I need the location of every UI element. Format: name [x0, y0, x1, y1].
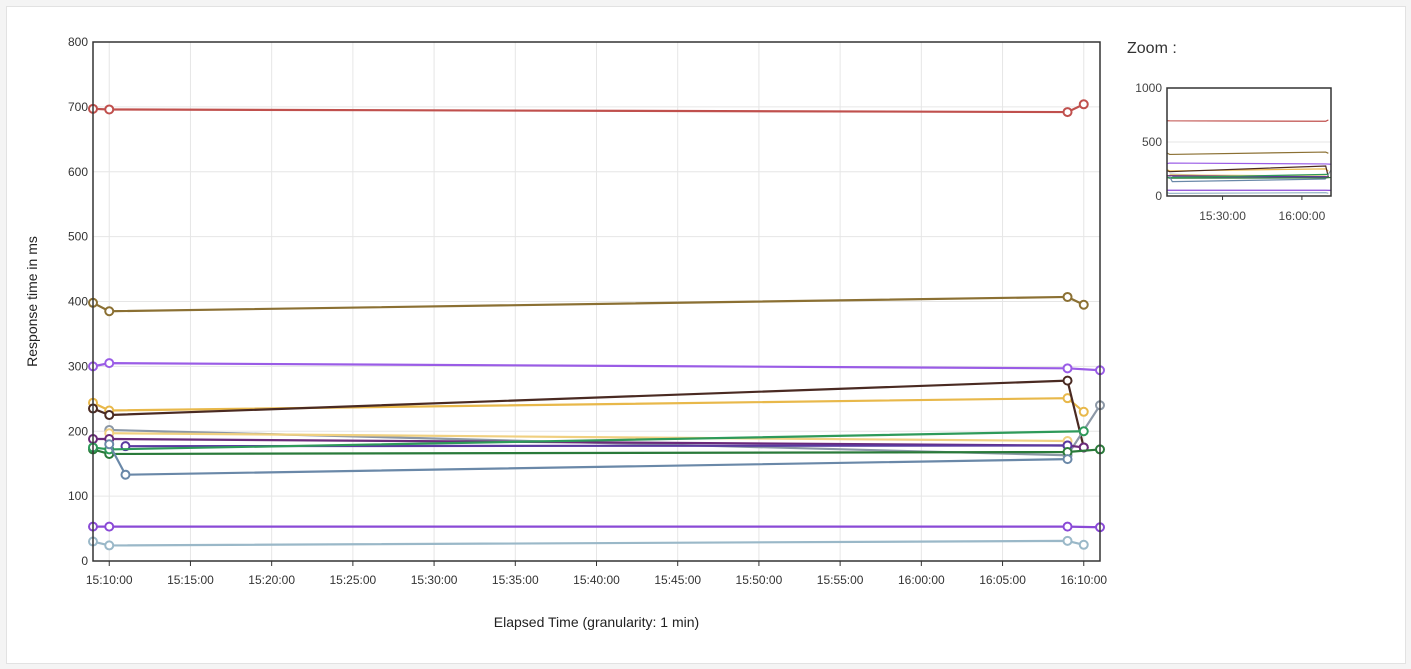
- x-tick-label: 15:35:00: [492, 573, 539, 587]
- series-13[interactable]: [88, 535, 1089, 551]
- y-axis-ticks: 0 100 200 300 400 500 600 700 800: [68, 35, 88, 568]
- y-tick-label: 300: [68, 359, 88, 373]
- data-point[interactable]: [1062, 521, 1073, 532]
- zoom-series-1: [1166, 151, 1329, 156]
- zoom-y-tick-label: 500: [1142, 135, 1162, 149]
- data-point[interactable]: [104, 521, 115, 532]
- x-tick-label: 15:45:00: [654, 573, 701, 587]
- y-axis-title: Response time in ms: [24, 236, 40, 367]
- data-point[interactable]: [1078, 99, 1089, 110]
- zoom-y-ticks: 0 500 1000: [1135, 81, 1162, 203]
- x-tick-label: 15:50:00: [736, 573, 783, 587]
- data-point[interactable]: [1062, 291, 1073, 302]
- data-point[interactable]: [1062, 107, 1073, 118]
- series-line: [92, 397, 1085, 413]
- series-line: [109, 404, 1101, 457]
- data-point[interactable]: [1078, 299, 1089, 310]
- data-point[interactable]: [1078, 406, 1089, 417]
- zoom-series-11: [1169, 176, 1326, 183]
- data-point[interactable]: [1062, 363, 1073, 374]
- series-line: [92, 379, 1085, 448]
- x-axis-title: Elapsed Time (granularity: 1 min): [494, 614, 699, 630]
- x-tick-label: 15:40:00: [573, 573, 620, 587]
- data-point[interactable]: [104, 104, 115, 115]
- x-tick-label: 16:10:00: [1060, 573, 1107, 587]
- x-tick-label: 15:20:00: [248, 573, 295, 587]
- grid-lines: [93, 41, 1100, 562]
- y-tick-label: 500: [68, 230, 88, 244]
- data-point[interactable]: [104, 306, 115, 317]
- y-tick-label: 0: [81, 554, 88, 568]
- series-1[interactable]: [88, 291, 1089, 317]
- series-line: [92, 362, 1101, 372]
- data-point[interactable]: [1078, 539, 1089, 550]
- x-tick-label: 15:25:00: [330, 573, 377, 587]
- zoom-series-4: [1166, 165, 1329, 178]
- series-11[interactable]: [104, 439, 1073, 480]
- x-axis-ticks: 15:10:00 15:15:00 15:20:00 15:25:00 15:30:00…: [86, 561, 1107, 587]
- series-line: [109, 432, 1068, 443]
- zoom-navigator[interactable]: [1166, 87, 1332, 197]
- data-point[interactable]: [104, 410, 115, 421]
- data-point[interactable]: [104, 540, 115, 551]
- x-tick-label: 15:10:00: [86, 573, 133, 587]
- zoom-title: Zoom :: [1127, 40, 1177, 57]
- zoom-series-2: [1166, 162, 1332, 165]
- series-line: [92, 539, 1085, 547]
- y-tick-label: 100: [68, 489, 88, 503]
- series-line: [108, 443, 1068, 476]
- data-point[interactable]: [120, 469, 131, 480]
- series-line: [92, 295, 1085, 313]
- data-point[interactable]: [1078, 426, 1089, 437]
- chart-panel: [6, 6, 1406, 664]
- data-point[interactable]: [104, 358, 115, 369]
- series-line: [92, 103, 1085, 114]
- x-tick-label: 16:00:00: [898, 573, 945, 587]
- zoom-x-ticks: 15:30:00 16:00:00: [1199, 196, 1326, 223]
- zoom-series-layer: [1166, 119, 1332, 195]
- y-tick-label: 200: [68, 424, 88, 438]
- zoom-y-tick-label: 0: [1155, 189, 1162, 203]
- x-tick-label: 16:05:00: [979, 573, 1026, 587]
- zoom-x-tick-label: 16:00:00: [1279, 209, 1326, 223]
- zoom-y-tick-label: 1000: [1135, 81, 1162, 95]
- y-tick-label: 800: [68, 35, 88, 49]
- data-point[interactable]: [104, 439, 115, 450]
- data-point[interactable]: [1062, 454, 1073, 465]
- series-line: [92, 448, 1101, 456]
- y-tick-label: 700: [68, 100, 88, 114]
- x-tick-label: 15:15:00: [167, 573, 214, 587]
- x-tick-label: 15:55:00: [817, 573, 864, 587]
- data-point[interactable]: [1062, 375, 1073, 386]
- zoom-series-13: [1166, 192, 1329, 195]
- series-0[interactable]: [88, 99, 1089, 118]
- series-line: [93, 525, 1101, 529]
- zoom-series-0: [1166, 119, 1329, 122]
- series-line: [93, 437, 1084, 449]
- y-tick-label: 400: [68, 295, 88, 309]
- data-point[interactable]: [1062, 535, 1073, 546]
- x-tick-label: 15:30:00: [411, 573, 458, 587]
- zoom-x-tick-label: 15:30:00: [1199, 209, 1246, 223]
- y-tick-label: 600: [68, 165, 88, 179]
